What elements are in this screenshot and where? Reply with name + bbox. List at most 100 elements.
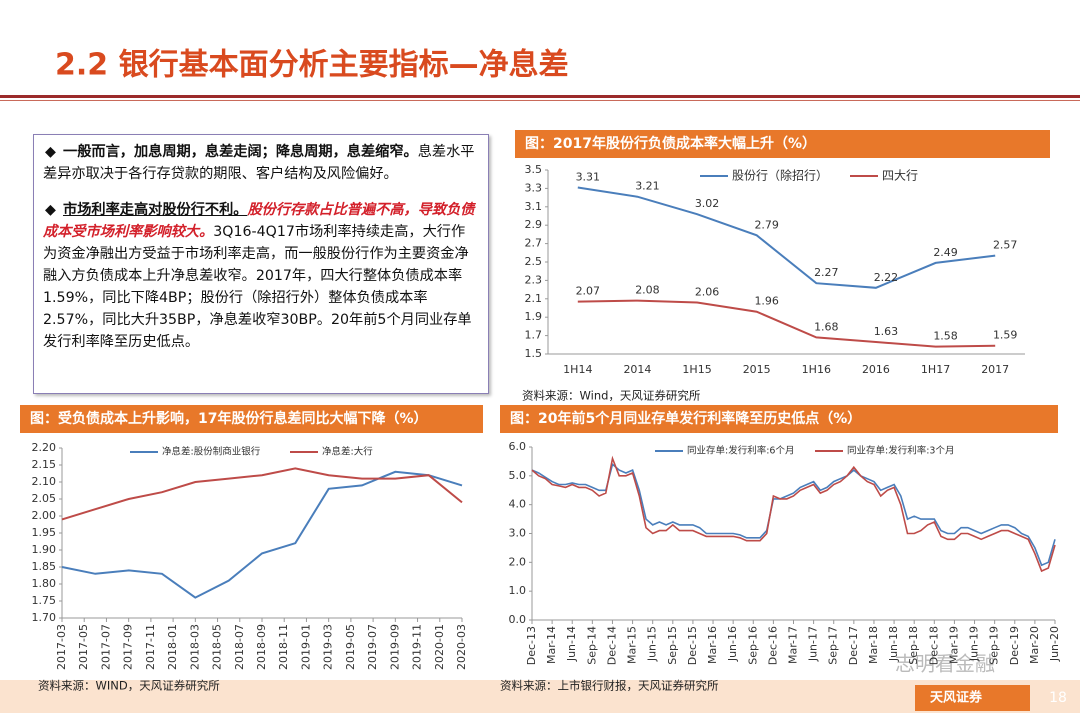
x-tick-label: Mar-19 xyxy=(947,626,960,664)
x-tick-label: 2017-11 xyxy=(144,624,157,670)
data-label: 2.57 xyxy=(993,239,1018,252)
page-number: 18 xyxy=(1049,690,1067,706)
y-tick-label: 2.9 xyxy=(525,218,543,231)
data-label: 2.06 xyxy=(695,285,720,298)
data-label: 1.68 xyxy=(814,320,839,333)
y-tick-label: 2.5 xyxy=(525,255,543,268)
y-tick-label: 2.10 xyxy=(32,475,57,488)
y-tick-label: 5.0 xyxy=(509,469,527,482)
series-line xyxy=(61,467,463,521)
source: 资料来源：Wind，天风证券研究所 xyxy=(522,389,701,403)
x-tick-label: 2018-01 xyxy=(166,624,179,670)
y-tick-label: 1.70 xyxy=(32,611,57,624)
data-label: 1.63 xyxy=(874,325,899,338)
x-tick-label: 2017-09 xyxy=(122,624,135,670)
x-tick-label: Mar-15 xyxy=(626,626,639,664)
logo-box xyxy=(915,685,1030,711)
y-tick-label: 2.7 xyxy=(525,237,543,250)
x-tick-label: 2018-11 xyxy=(277,624,290,670)
series-line xyxy=(577,186,996,289)
y-tick-label: 2.20 xyxy=(32,441,57,454)
x-tick-label: 2019-05 xyxy=(344,624,357,670)
x-tick-label: Sep-15 xyxy=(666,626,679,665)
x-tick-label: Dec-17 xyxy=(847,626,860,665)
legend-label: 股份行（除招行） xyxy=(732,168,828,183)
y-tick-label: 1.90 xyxy=(32,543,57,556)
x-tick-label: Sep-19 xyxy=(988,626,1001,665)
text: 3Q16-4Q17市场利率持续走高，大行作为资金净融出方受益于市场利率走高，而一… xyxy=(43,224,472,350)
watermark: 志明看金融 xyxy=(895,652,995,676)
source: 资料来源：WIND，天风证券研究所 xyxy=(38,679,220,693)
x-tick-label: 2019-07 xyxy=(366,624,379,670)
x-tick-label: 2014 xyxy=(623,363,651,376)
slide-title: 2.2 银行基本面分析主要指标—净息差 xyxy=(55,48,569,83)
data-label: 2.79 xyxy=(754,218,779,231)
data-label: 1.58 xyxy=(933,330,958,343)
y-tick-label: 2.05 xyxy=(32,492,57,505)
y-tick-label: 1.7 xyxy=(525,329,543,342)
emphasis-text: 股份行存款占比普遍不高，导致负债成本受市场利率影响较大。 xyxy=(43,202,475,240)
data-label: 1.96 xyxy=(754,295,779,308)
bold-text: 一般而言，加息周期，息差走阔；降息周期，息差缩窄。 xyxy=(63,144,418,160)
x-tick-label: Dec-18 xyxy=(927,626,940,665)
series-line xyxy=(61,470,463,599)
data-label: 3.02 xyxy=(695,197,720,210)
bullet: 市场利率走高对股份行不利。股份行存款占比普遍不高，导致负债成本受市场利率影响较大… xyxy=(25,199,479,353)
y-tick-label: 3.1 xyxy=(525,200,543,213)
y-tick-label: 1.0 xyxy=(509,584,527,597)
y-tick-label: 0.0 xyxy=(509,613,527,626)
source: 资料来源：上市银行财报，天风证券研究所 xyxy=(500,679,719,693)
data-label: 2.08 xyxy=(635,284,660,297)
legend-label: 净息差:股份制商业银行 xyxy=(162,446,261,458)
x-tick-label: Jun-14 xyxy=(565,626,578,662)
y-tick-label: 2.1 xyxy=(525,292,543,305)
x-tick-label: Dec-14 xyxy=(605,626,618,665)
rule xyxy=(0,100,1080,101)
x-tick-label: Jun-19 xyxy=(968,626,981,662)
x-tick-label: Sep-14 xyxy=(585,626,598,665)
x-tick-label: Sep-17 xyxy=(827,626,840,665)
series-line xyxy=(531,462,1056,567)
chart-title: 图：受负债成本上升影响，17年股份行息差同比大幅下降（%） xyxy=(30,410,428,427)
x-tick-label: Dec-16 xyxy=(766,626,779,665)
bold-text: 市场利率走高对股份行不利。 xyxy=(63,202,248,218)
text-box: 一般而言，加息周期，息差走阔；降息周期，息差缩窄。息差水平差异亦取决于各行存贷款… xyxy=(25,134,489,394)
data-label: 2.07 xyxy=(576,285,601,298)
x-tick-label: 1H15 xyxy=(682,363,711,376)
x-tick-label: Sep-18 xyxy=(907,626,920,665)
logo: 天风证券 xyxy=(930,690,983,706)
x-tick-label: 2017-05 xyxy=(77,624,90,670)
series-line xyxy=(577,299,996,348)
y-tick-label: 2.0 xyxy=(509,555,527,568)
x-tick-label: 1H16 xyxy=(802,363,831,376)
x-tick-label: 2019-03 xyxy=(322,624,335,670)
data-label: 3.31 xyxy=(576,170,601,183)
chart-title: 图：20年前5个月同业存单发行利率降至历史低点（%） xyxy=(510,410,861,427)
x-tick-label: 2017 xyxy=(981,363,1009,376)
y-tick-label: 3.0 xyxy=(509,527,527,540)
x-tick-label: 2020-01 xyxy=(433,624,446,670)
title-banner xyxy=(500,405,1058,433)
x-tick-label: 2018-03 xyxy=(188,624,201,670)
x-tick-label: 2015 xyxy=(743,363,771,376)
y-tick-label: 1.80 xyxy=(32,577,57,590)
x-tick-label: Jun-15 xyxy=(646,626,659,662)
x-tick-label: 2019-01 xyxy=(299,624,312,670)
y-tick-label: 1.5 xyxy=(525,347,543,360)
y-tick-label: 3.3 xyxy=(525,181,543,194)
x-tick-label: Mar-16 xyxy=(706,626,719,664)
title-banner xyxy=(515,130,1050,158)
y-tick-label: 2.00 xyxy=(32,509,57,522)
y-tick-label: 1.75 xyxy=(32,594,57,607)
bullet: 一般而言，加息周期，息差走阔；降息周期，息差缩窄。息差水平差异亦取决于各行存贷款… xyxy=(25,141,479,185)
y-tick-label: 2.15 xyxy=(32,458,57,471)
chart-title: 图：2017年股份行负债成本率大幅上升（%） xyxy=(525,135,816,152)
y-tick-label: 1.95 xyxy=(32,526,57,539)
x-tick-label: Mar-18 xyxy=(867,626,880,664)
y-tick-label: 1.85 xyxy=(32,560,57,573)
x-tick-label: Jun-20 xyxy=(1048,626,1061,662)
x-tick-label: 2020-03 xyxy=(455,624,468,670)
text: 息差水平差异亦取决于各行存贷款的期限、客户结构及风险偏好。 xyxy=(43,144,475,182)
